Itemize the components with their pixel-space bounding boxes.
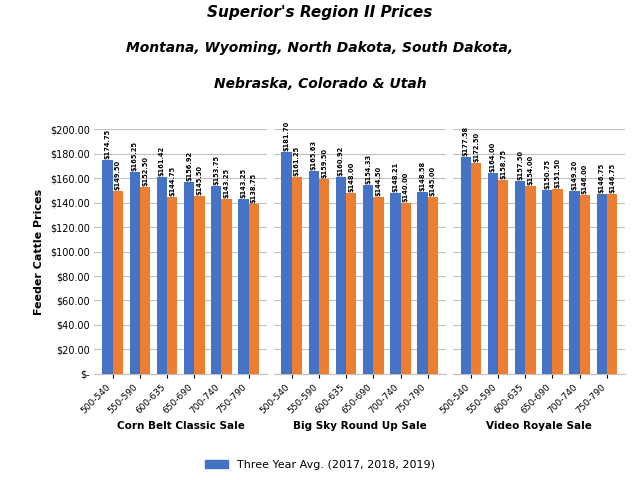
Bar — [194, 196, 205, 374]
Text: $161.42: $161.42 — [159, 145, 165, 176]
Legend: Three Year Avg. (2017, 2018, 2019): Three Year Avg. (2017, 2018, 2019) — [201, 456, 439, 474]
Text: $146.00: $146.00 — [582, 164, 588, 194]
Bar — [428, 197, 438, 374]
Text: Superior's Region II Prices: Superior's Region II Prices — [207, 5, 433, 20]
Text: $143.25: $143.25 — [241, 168, 246, 198]
Bar — [488, 173, 498, 374]
Text: $160.92: $160.92 — [338, 146, 344, 176]
Text: $149.50: $149.50 — [115, 160, 121, 190]
Bar — [319, 179, 330, 374]
Bar — [140, 187, 150, 374]
Bar — [292, 177, 302, 374]
Text: $158.75: $158.75 — [500, 149, 506, 179]
Text: $172.50: $172.50 — [473, 132, 479, 162]
Bar — [129, 172, 140, 374]
Bar — [336, 177, 346, 374]
Bar — [390, 192, 401, 374]
Text: $165.25: $165.25 — [132, 141, 138, 171]
Text: $164.00: $164.00 — [490, 142, 496, 172]
X-axis label: Corn Belt Classic Sale: Corn Belt Classic Sale — [116, 421, 244, 432]
Text: Montana, Wyoming, North Dakota, South Dakota,: Montana, Wyoming, North Dakota, South Da… — [127, 41, 513, 55]
Bar — [373, 197, 383, 374]
Text: $143.25: $143.25 — [223, 168, 230, 198]
Bar — [113, 191, 123, 374]
Text: $146.75: $146.75 — [609, 163, 615, 193]
Text: $148.58: $148.58 — [420, 161, 426, 191]
Bar — [221, 199, 232, 374]
Bar — [102, 160, 113, 374]
Bar — [238, 199, 248, 374]
Bar — [308, 171, 319, 374]
Text: $149.20: $149.20 — [572, 160, 577, 191]
Bar — [542, 190, 552, 374]
Text: $177.58: $177.58 — [463, 126, 468, 156]
Bar — [461, 157, 471, 374]
Bar — [607, 194, 617, 374]
Bar — [552, 189, 563, 374]
Bar — [184, 182, 194, 374]
Bar — [346, 193, 356, 374]
Text: $148.21: $148.21 — [392, 161, 398, 192]
Text: $140.00: $140.00 — [403, 171, 409, 202]
X-axis label: Big Sky Round Up Sale: Big Sky Round Up Sale — [293, 421, 427, 432]
Bar — [282, 152, 292, 374]
Text: $148.00: $148.00 — [348, 162, 355, 192]
Bar — [498, 180, 508, 374]
Bar — [471, 163, 481, 374]
X-axis label: Video Royale Sale: Video Royale Sale — [486, 421, 592, 432]
Y-axis label: Feeder Cattle Prices: Feeder Cattle Prices — [34, 189, 44, 315]
Text: $165.63: $165.63 — [311, 140, 317, 170]
Text: $174.75: $174.75 — [104, 129, 111, 159]
Text: $145.00: $145.00 — [430, 166, 436, 196]
Text: $181.70: $181.70 — [284, 120, 290, 151]
Bar — [167, 197, 177, 374]
Text: $153.75: $153.75 — [213, 155, 220, 185]
Text: $145.50: $145.50 — [196, 165, 202, 195]
Bar — [417, 192, 428, 374]
Bar — [248, 204, 259, 374]
Text: $150.75: $150.75 — [544, 158, 550, 189]
Text: $151.50: $151.50 — [555, 157, 561, 188]
Bar — [570, 192, 580, 374]
Text: $154.00: $154.00 — [527, 155, 534, 185]
Text: $159.50: $159.50 — [321, 148, 327, 178]
Bar — [363, 185, 373, 374]
Bar — [580, 195, 590, 374]
Text: $157.50: $157.50 — [517, 150, 523, 180]
Text: $146.75: $146.75 — [598, 163, 605, 193]
Text: $156.92: $156.92 — [186, 151, 192, 181]
Text: Nebraska, Colorado & Utah: Nebraska, Colorado & Utah — [214, 77, 426, 91]
Bar — [515, 181, 525, 374]
Text: $154.33: $154.33 — [365, 154, 371, 184]
Bar — [401, 203, 411, 374]
Bar — [211, 186, 221, 374]
Text: $138.75: $138.75 — [251, 173, 257, 203]
Bar — [157, 177, 167, 374]
Bar — [525, 186, 536, 374]
Text: $161.25: $161.25 — [294, 145, 300, 176]
Text: $144.75: $144.75 — [169, 166, 175, 196]
Bar — [596, 194, 607, 374]
Text: $152.50: $152.50 — [142, 156, 148, 186]
Text: $144.50: $144.50 — [376, 166, 381, 196]
